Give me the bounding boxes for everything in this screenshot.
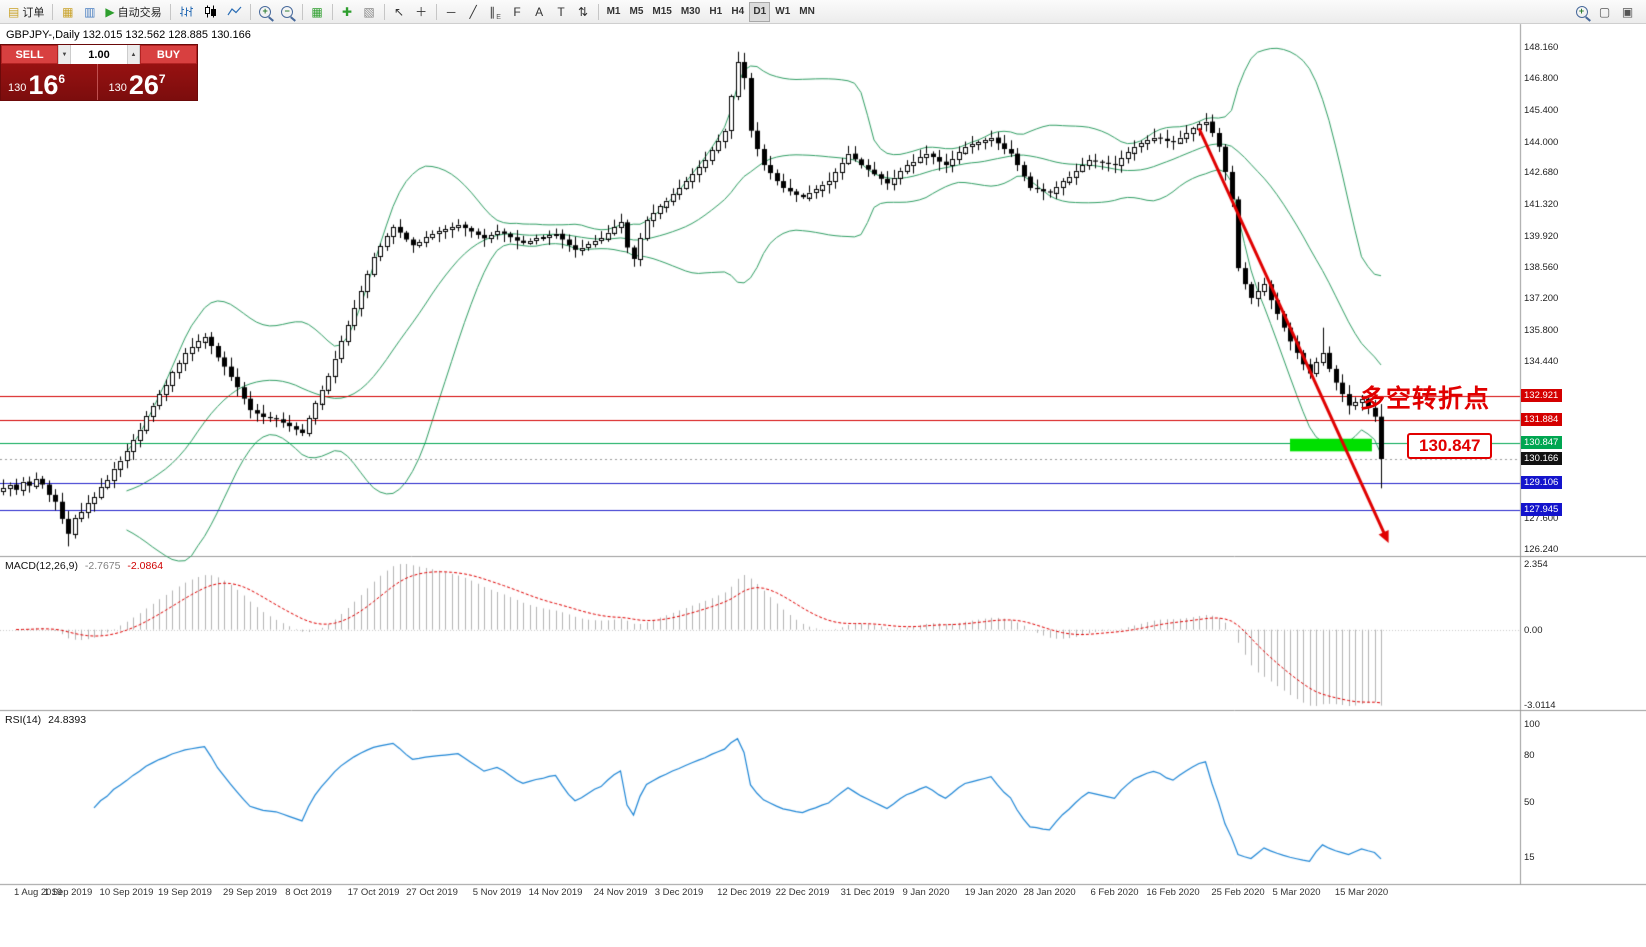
toolbar-separator xyxy=(383,3,385,20)
volume-down-button[interactable]: ▼ xyxy=(58,45,71,64)
macd-name: MACD(12,26,9) xyxy=(5,560,78,572)
rsi-value: 24.8393 xyxy=(48,714,87,726)
price-callout[interactable]: 130.847 xyxy=(1407,433,1493,459)
new-window-icon[interactable]: ▢ xyxy=(1594,2,1615,22)
macd-indicator-label: MACD(12,26,9) -2.7675 -2.0864 xyxy=(5,560,163,572)
cascade-windows-icon[interactable]: ▣ xyxy=(1617,2,1638,22)
tf-m5-button[interactable]: M5 xyxy=(625,2,647,22)
buy-price-pips: 26 xyxy=(128,70,159,100)
fibonacci-icon[interactable]: F xyxy=(507,2,528,22)
one-click-trading-widget: SELL ▼ ▲ BUY 130 16 6 130 26 7 xyxy=(0,44,198,101)
zoom-in-icon: + xyxy=(259,5,272,18)
sell-price-pips: 16 xyxy=(28,70,59,100)
buy-button[interactable]: BUY xyxy=(140,45,197,64)
turning-point-annotation[interactable]: 多空转折点 xyxy=(1360,385,1491,413)
toolbar-groups: ▤ 订单 ▦ ▥ ▶ 自动交易 + − ▦ ✚ ▧ ↖ ＋ ─ ╱ ∥ E F A T ⇅ M1 M5 M15 M30 H1 H4 D… xyxy=(4,1,819,22)
line-chart-icon[interactable] xyxy=(223,2,246,22)
tf-h4-button[interactable]: H4 xyxy=(727,2,748,22)
crosshair-icon[interactable]: ＋ xyxy=(411,2,432,22)
candlestick-chart-icon[interactable] xyxy=(199,2,222,22)
volume-up-button[interactable]: ▲ xyxy=(127,45,140,64)
toolbar-separator xyxy=(249,3,251,20)
sell-price-base: 130 xyxy=(8,82,27,94)
tile-windows-icon[interactable]: ▦ xyxy=(307,2,328,22)
horizontal-line-icon[interactable]: ─ xyxy=(441,2,462,22)
search-icon[interactable]: + xyxy=(1571,2,1592,22)
macd-signal-value: -2.0864 xyxy=(127,560,164,572)
zoom-out-icon[interactable]: − xyxy=(277,2,298,22)
price-divider xyxy=(96,64,98,100)
toolbar-separator xyxy=(331,3,333,20)
volume-input[interactable] xyxy=(71,45,127,64)
tf-mn-button[interactable]: MN xyxy=(795,2,819,22)
toolbar-separator xyxy=(52,3,54,20)
autotrade-button[interactable]: ▶ 自动交易 xyxy=(101,2,165,22)
symbol-ohlc-title: GBPJPY-,Daily 132.015 132.562 128.885 13… xyxy=(6,29,251,41)
templates-icon[interactable]: ▧ xyxy=(359,2,380,22)
tf-w1-button[interactable]: W1 xyxy=(771,2,794,22)
search-icon: + xyxy=(1575,5,1588,18)
cursor-icon[interactable]: ↖ xyxy=(389,2,410,22)
equidistant-channel-icon[interactable]: ∥ E xyxy=(485,2,506,22)
toolbar-right-icons: + ▢ ▣ xyxy=(1571,2,1642,22)
toolbar: ▤ 订单 ▦ ▥ ▶ 自动交易 + − ▦ ✚ ▧ ↖ ＋ ─ ╱ ∥ E F A T ⇅ M1 M5 M15 M30 H1 H4 D… xyxy=(0,0,1646,24)
text-label-icon[interactable]: T xyxy=(551,2,572,22)
toolbar-separator xyxy=(169,3,171,20)
tf-m30-button[interactable]: M30 xyxy=(677,2,704,22)
buy-price-fraction: 7 xyxy=(158,72,166,86)
macd-main-value: -2.7675 xyxy=(84,560,121,572)
profiles-icon[interactable]: ▥ xyxy=(79,2,100,22)
trendline-icon[interactable]: ╱ xyxy=(463,2,484,22)
toolbar-separator xyxy=(597,3,599,20)
text-icon[interactable]: A xyxy=(529,2,550,22)
new-order-button[interactable]: ▤ 订单 xyxy=(4,2,48,22)
tf-h1-button[interactable]: H1 xyxy=(705,2,726,22)
indicators-icon[interactable]: ✚ xyxy=(337,2,358,22)
tf-d1-button[interactable]: D1 xyxy=(749,1,771,22)
zoom-out-icon: − xyxy=(281,5,294,18)
rsi-indicator-label: RSI(14) 24.8393 xyxy=(5,714,86,726)
volume-control: ▼ ▲ xyxy=(58,45,140,64)
toolbar-separator xyxy=(301,3,303,20)
buy-price[interactable]: 130 26 7 xyxy=(98,64,198,100)
bar-chart-icon[interactable] xyxy=(175,2,198,22)
sell-price[interactable]: 130 16 6 xyxy=(1,64,97,100)
arrows-icon[interactable]: ⇅ xyxy=(573,2,594,22)
sell-button[interactable]: SELL xyxy=(1,45,58,64)
tf-m1-button[interactable]: M1 xyxy=(603,2,625,22)
tf-m15-button[interactable]: M15 xyxy=(648,2,675,22)
zoom-in-icon[interactable]: + xyxy=(255,2,276,22)
rsi-name: RSI(14) xyxy=(5,714,42,726)
buy-price-base: 130 xyxy=(108,82,127,94)
sell-price-fraction: 6 xyxy=(58,72,66,86)
toolbar-separator xyxy=(435,3,437,20)
new-chart-icon[interactable]: ▦ xyxy=(57,2,78,22)
